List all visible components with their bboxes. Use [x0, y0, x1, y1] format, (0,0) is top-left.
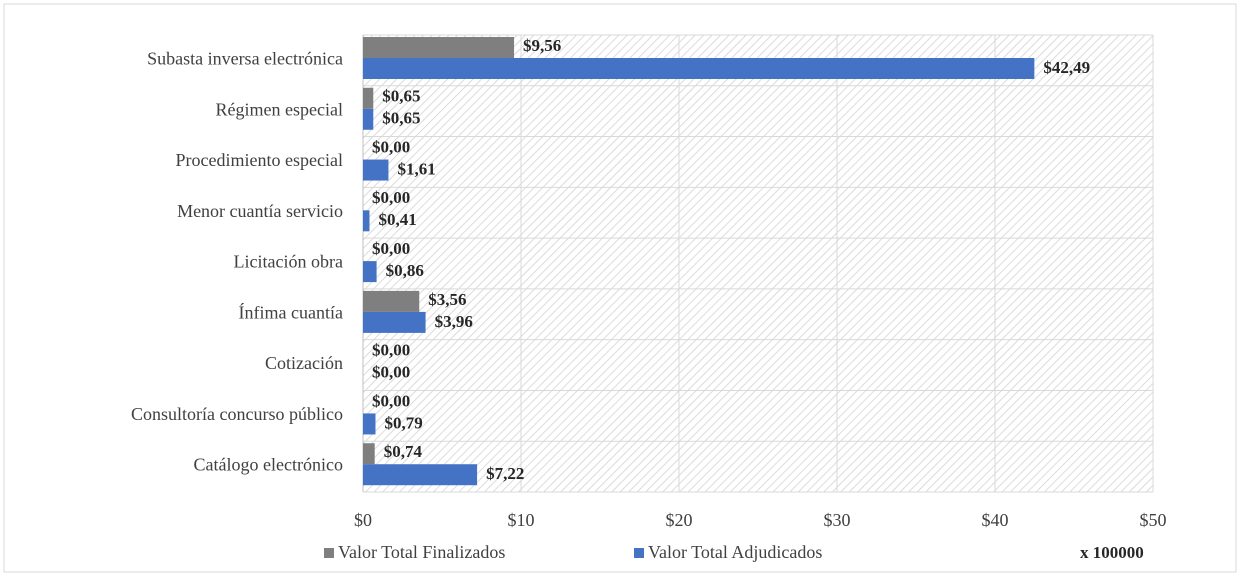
annotation: x 100000	[1080, 543, 1144, 562]
legend-label: Valor Total Adjudicados	[648, 542, 822, 562]
y-tick-label: Catálogo electrónico	[194, 455, 343, 475]
legend-swatch	[634, 548, 644, 558]
y-tick-label: Menor cuantía servicio	[177, 201, 343, 221]
data-label: $0,74	[384, 442, 423, 461]
x-tick-label: $40	[982, 510, 1009, 530]
bar	[363, 159, 389, 181]
data-label: $0,41	[378, 210, 416, 229]
y-tick-label: Régimen especial	[216, 99, 343, 119]
data-label: $0,00	[372, 363, 410, 382]
data-label: $0,00	[372, 341, 410, 360]
data-label: $3,56	[428, 290, 466, 309]
data-label: $9,56	[523, 36, 561, 55]
y-tick-label: Licitación obra	[234, 252, 343, 272]
x-tick-label: $50	[1140, 510, 1167, 530]
bar	[363, 58, 1035, 79]
bar	[363, 210, 370, 232]
data-label: $0,00	[372, 137, 410, 156]
data-label: $42,49	[1043, 58, 1090, 77]
data-label: $3,96	[435, 312, 473, 331]
bar	[363, 413, 376, 435]
y-tick-label: Procedimiento especial	[176, 150, 343, 170]
bar	[363, 87, 374, 109]
plot-area	[363, 35, 1153, 492]
data-label: $0,00	[372, 188, 410, 207]
bar	[363, 261, 377, 283]
data-label: $0,79	[384, 413, 422, 432]
y-tick-label: Cotización	[265, 353, 343, 373]
bar	[363, 37, 515, 58]
data-label: $0,00	[372, 239, 410, 258]
data-label: $1,61	[397, 159, 435, 178]
y-tick-label: Ínfima cuantía	[239, 301, 343, 322]
y-tick-label: Subasta inversa electrónica	[147, 49, 343, 69]
data-label: $7,22	[486, 464, 524, 483]
y-tick-label: Consultoría concurso público	[131, 404, 343, 424]
bar	[363, 464, 478, 486]
x-tick-label: $20	[666, 510, 693, 530]
x-tick-label: $0	[354, 510, 372, 530]
data-label: $0,65	[382, 109, 420, 128]
legend-swatch	[324, 548, 334, 558]
bar	[363, 108, 374, 130]
x-tick-label: $30	[824, 510, 851, 530]
legend-label: Valor Total Finalizados	[338, 542, 505, 562]
bar	[363, 443, 375, 465]
data-label: $0,86	[386, 261, 424, 280]
bar	[363, 311, 426, 333]
x-tick-label: $10	[508, 510, 535, 530]
data-label: $0,00	[372, 391, 410, 410]
bar	[363, 290, 420, 312]
data-label: $0,65	[382, 87, 420, 106]
